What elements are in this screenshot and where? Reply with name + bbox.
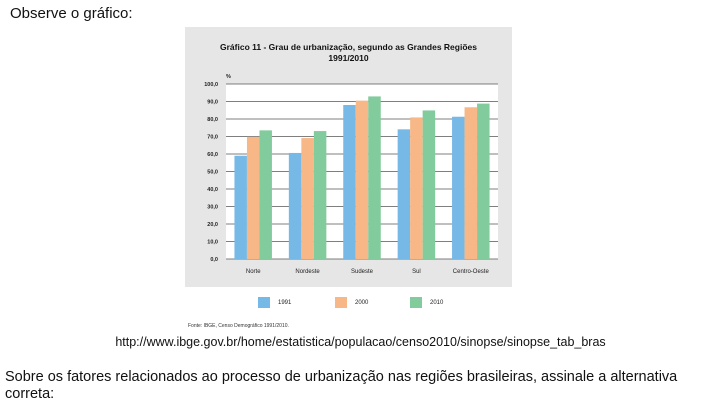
y-tick-label: 20,0 (207, 222, 218, 228)
chart-title: Gráfico 11 - Grau de urbanização, segund… (185, 42, 512, 64)
bar-1991-Sul (397, 129, 411, 259)
y-tick-label: 60,0 (207, 152, 218, 158)
y-tick-label: 10,0 (207, 240, 218, 246)
chart-title-main: Gráfico 11 - Grau de urbanização, segund… (220, 42, 477, 52)
chart-subtitle: 1991/2010 (328, 53, 369, 63)
x-tick-label: Norte (246, 269, 261, 275)
bar-2000-Sudeste (355, 100, 369, 259)
bar-2000-Nordeste (301, 138, 314, 259)
bar-1991-Norte (234, 155, 247, 259)
bar-2000-Norte (246, 136, 260, 259)
bar-2000-Centro-Oeste (464, 107, 478, 260)
bar-2010-Centro-Oeste (477, 103, 490, 259)
bar-1991-Sudeste (343, 105, 356, 259)
legend-swatch-1991 (258, 297, 270, 308)
y-tick-label: 0,0 (210, 257, 218, 263)
source-url: http://www.ibge.gov.br/home/estatistica/… (115, 335, 606, 349)
y-tick-label: 90,0 (207, 100, 218, 106)
chart-legend: 1991 2000 2010 (185, 297, 512, 311)
y-tick-label: 80,0 (207, 117, 218, 123)
x-tick-label: Centro-Oeste (453, 269, 490, 275)
y-tick-label: 30,0 (207, 205, 218, 211)
y-tick-label: 50,0 (207, 170, 218, 176)
question-text: Sobre os fatores relacionados ao process… (5, 369, 678, 402)
legend-swatch-2000 (335, 297, 347, 308)
bar-2000-Sul (410, 117, 423, 259)
legend-swatch-2010 (410, 297, 422, 308)
legend-label: 2000 (355, 300, 369, 306)
y-axis-label: % (226, 74, 231, 80)
bar-2010-Sudeste (368, 96, 381, 259)
intro-text: Observe o gráfico: (10, 5, 133, 22)
bar-1991-Nordeste (288, 152, 302, 259)
y-tick-label: 100,0 (204, 82, 218, 88)
bar-1991-Centro-Oeste (452, 116, 465, 259)
legend-label: 1991 (278, 300, 292, 306)
bar-2010-Nordeste (313, 131, 327, 259)
x-tick-label: Nordeste (295, 269, 320, 275)
y-tick-label: 40,0 (207, 187, 218, 193)
bar-chart: 0,0 10,0 20,0 30,0 40,0 50,0 60,0 70,0 80,0 90,0 1… (204, 74, 498, 275)
x-tick-label: Sul (412, 269, 421, 275)
x-tick-label: Sudeste (351, 269, 374, 275)
bar-2010-Sul (422, 110, 436, 259)
bar-2010-Norte (259, 130, 272, 259)
chart-source: Fonte: IBGE, Censo Demográfico 1991/2010… (188, 323, 289, 329)
legend-label: 2010 (430, 300, 444, 306)
y-tick-label: 70,0 (207, 135, 218, 141)
